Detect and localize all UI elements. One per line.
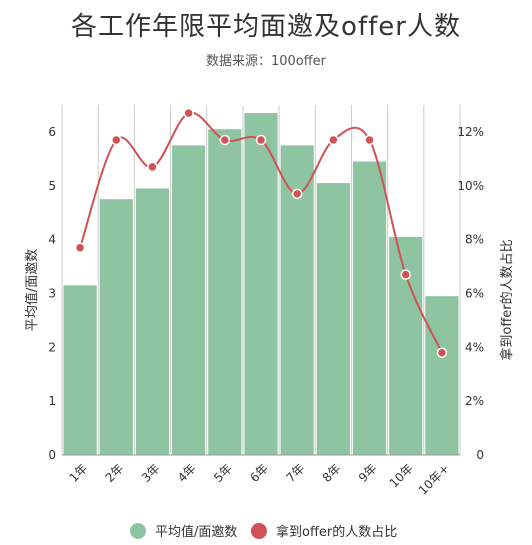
left-axis-title: 平均值/面邀数 — [24, 249, 40, 331]
x-tick-label: 3年 — [139, 461, 163, 485]
legend-bar-label: 平均值/面邀数 — [155, 524, 237, 540]
x-tick-label: 5年 — [211, 461, 235, 485]
line-point[interactable] — [183, 107, 194, 119]
x-tick-label: 10年 — [387, 461, 416, 490]
chart-title: 各工作年限平均面邀及offer人数 — [71, 12, 461, 42]
bar[interactable] — [135, 188, 170, 455]
line-point[interactable] — [147, 161, 158, 173]
bar[interactable] — [425, 296, 459, 455]
line-point[interactable] — [255, 134, 267, 146]
bar[interactable] — [63, 285, 97, 455]
bar[interactable] — [244, 113, 278, 456]
line-point[interactable] — [74, 242, 86, 253]
right-tick-label: 10% — [457, 179, 484, 193]
chart-subtitle: 数据来源：100offer — [205, 54, 327, 69]
bar-series — [63, 113, 459, 456]
right-tick-label: 4% — [465, 340, 484, 354]
x-tick-label: 2年 — [103, 461, 127, 485]
right-tick-label: 0 — [476, 448, 484, 462]
bar[interactable] — [352, 161, 387, 456]
left-tick-label: 4 — [48, 233, 56, 247]
x-tick-label: 7年 — [284, 461, 308, 485]
x-tick-label: 6年 — [247, 461, 271, 485]
right-tick-label: 2% — [465, 394, 484, 408]
bar[interactable] — [172, 145, 206, 455]
grid-lines — [61, 105, 461, 455]
right-tick-label: 12% — [457, 125, 484, 139]
right-tick-label: 6% — [465, 286, 484, 300]
bar[interactable] — [99, 199, 133, 455]
x-tick-label: 8年 — [320, 461, 344, 485]
line-series — [74, 107, 448, 358]
bar[interactable] — [208, 129, 242, 455]
right-tick-label: 8% — [465, 233, 484, 247]
x-tick-label: 1年 — [66, 461, 90, 485]
right-axis-title: 拿到offer的人数占比 — [499, 239, 515, 360]
bar[interactable] — [316, 183, 350, 456]
legend-line-marker — [251, 523, 267, 539]
line-point[interactable] — [111, 134, 122, 146]
legend-item-line[interactable]: 拿到offer的人数占比 — [251, 523, 397, 540]
left-tick-label: 0 — [48, 448, 56, 462]
left-tick-label: 1 — [48, 394, 56, 408]
line-point[interactable] — [291, 188, 303, 200]
x-tick-label: 4年 — [175, 461, 199, 485]
legend-item-bars[interactable]: 平均值/面邀数 — [130, 523, 237, 540]
line-point[interactable] — [364, 134, 375, 146]
left-tick-label: 2 — [48, 340, 56, 354]
x-tick-label: 9年 — [356, 461, 380, 485]
legend-bar-marker — [130, 523, 146, 539]
x-tick-label: 10年+ — [416, 461, 452, 497]
line-point[interactable] — [436, 347, 448, 358]
legend-line-label: 拿到offer的人数占比 — [276, 524, 397, 540]
line-point[interactable] — [400, 269, 411, 280]
left-tick-label: 6 — [48, 125, 56, 139]
line-point[interactable] — [328, 134, 339, 146]
legend: 平均值/面邀数 拿到offer的人数占比 — [130, 523, 397, 540]
line-point[interactable] — [219, 134, 231, 146]
left-tick-label: 5 — [48, 179, 56, 193]
left-tick-label: 3 — [48, 286, 56, 300]
